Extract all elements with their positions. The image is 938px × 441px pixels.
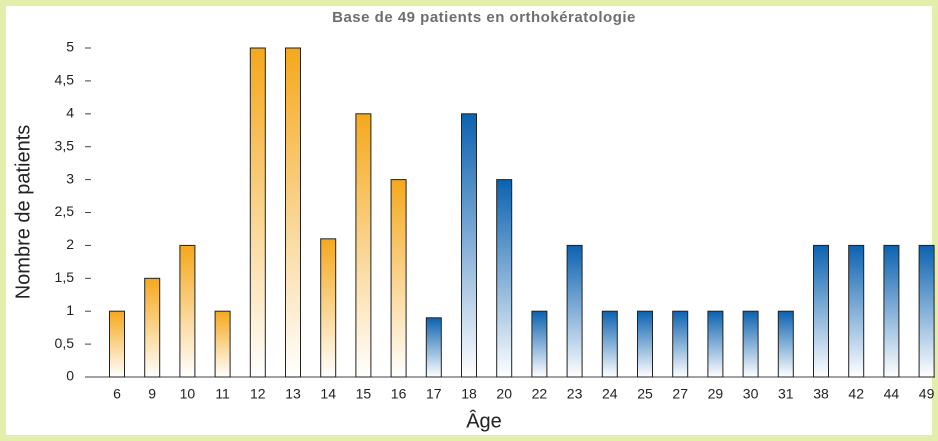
bar bbox=[848, 244, 865, 378]
chart-title: Base de 49 patients en orthokératologie bbox=[332, 9, 636, 26]
bar bbox=[531, 310, 548, 378]
x-tick-label: 9 bbox=[148, 386, 156, 402]
bar bbox=[742, 310, 759, 378]
x-tick-label: 6 bbox=[113, 386, 121, 402]
bar bbox=[566, 244, 583, 378]
bar bbox=[249, 47, 266, 378]
bar bbox=[461, 113, 477, 378]
bar bbox=[672, 310, 689, 378]
y-tick-label: 5 bbox=[66, 39, 74, 55]
bar bbox=[320, 238, 337, 378]
y-tick-label: 4,5 bbox=[55, 72, 75, 88]
x-tick-label: 31 bbox=[778, 386, 794, 402]
bar bbox=[390, 179, 407, 378]
x-tick-label: 27 bbox=[672, 386, 688, 402]
bar bbox=[425, 317, 442, 378]
y-tick-label: 4 bbox=[66, 105, 74, 121]
bar bbox=[601, 310, 618, 378]
y-tick-label: 3 bbox=[66, 170, 74, 186]
bar bbox=[285, 47, 301, 378]
x-tick-label: 11 bbox=[215, 386, 230, 402]
x-tick-label: 49 bbox=[919, 386, 935, 402]
x-tick-label: 15 bbox=[356, 386, 372, 402]
x-tick-label: 24 bbox=[602, 386, 618, 402]
x-tick-label: 12 bbox=[250, 386, 266, 402]
bar bbox=[179, 244, 196, 378]
x-tick-label: 20 bbox=[496, 386, 512, 402]
x-tick-label: 29 bbox=[708, 386, 724, 402]
y-axis-label: Nombre de patients bbox=[12, 125, 34, 300]
y-tick-label: 0 bbox=[66, 368, 74, 384]
x-tick-label: 25 bbox=[637, 386, 653, 402]
bar bbox=[144, 277, 161, 378]
x-tick-label: 17 bbox=[426, 386, 442, 402]
x-tick-label: 22 bbox=[532, 386, 548, 402]
bar bbox=[355, 113, 372, 378]
x-tick-label: 13 bbox=[285, 386, 301, 402]
x-tick-label: 44 bbox=[884, 386, 900, 402]
x-tick-label: 10 bbox=[180, 386, 196, 402]
y-tick-label: 2 bbox=[66, 236, 74, 252]
bar bbox=[777, 310, 794, 378]
bar bbox=[883, 244, 900, 378]
x-tick-label: 38 bbox=[813, 386, 829, 402]
x-tick-label: 16 bbox=[391, 386, 407, 402]
bar bbox=[109, 310, 125, 378]
y-tick-label: 1 bbox=[66, 302, 74, 318]
y-tick-label: 1,5 bbox=[55, 269, 75, 285]
y-tick-label: 2,5 bbox=[55, 203, 75, 219]
bar bbox=[637, 310, 653, 378]
x-tick-label: 23 bbox=[567, 386, 583, 402]
bar bbox=[214, 310, 231, 378]
x-tick-label: 42 bbox=[848, 386, 864, 402]
bar bbox=[496, 179, 513, 378]
x-tick-label: 18 bbox=[461, 386, 477, 402]
y-tick-label: 3,5 bbox=[55, 137, 75, 153]
x-tick-label: 14 bbox=[320, 386, 336, 402]
x-tick-label: 30 bbox=[743, 386, 759, 402]
bar bbox=[918, 244, 935, 378]
bar bbox=[813, 244, 829, 378]
y-tick-label: 0,5 bbox=[55, 335, 75, 351]
x-axis-label: Âge bbox=[466, 409, 502, 432]
bar bbox=[707, 310, 724, 378]
